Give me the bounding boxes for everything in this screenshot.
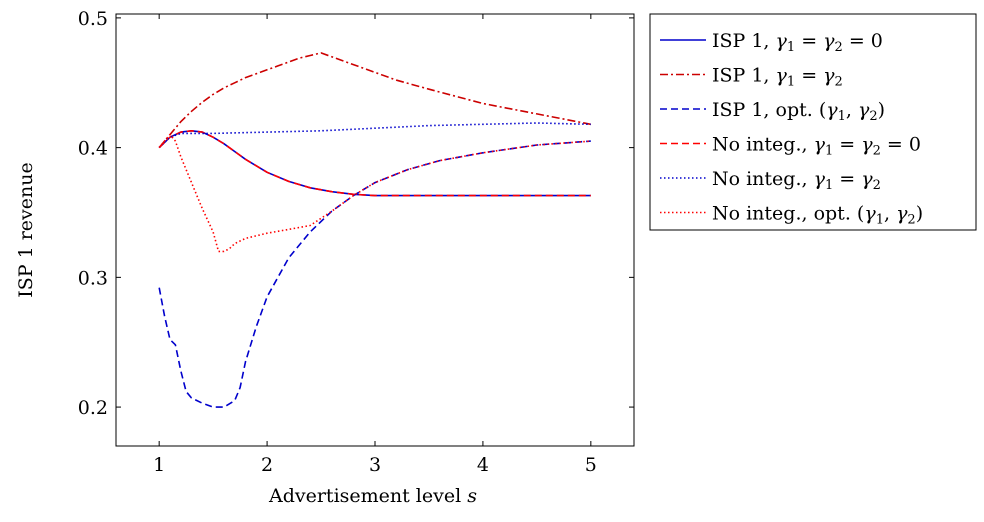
x-axis-label-var: s <box>467 485 477 507</box>
y-tick-label: 0.5 <box>78 8 108 30</box>
series-line-6 <box>158 133 591 253</box>
x-tick-label: 5 <box>585 454 597 476</box>
legend-label-5: No integ., γ1 = γ2 <box>712 168 881 193</box>
legend-label-6: No integ., opt. (γ1, γ2) <box>712 203 923 228</box>
plot-frame <box>115 13 635 447</box>
x-tick-label: 2 <box>261 454 273 476</box>
y-tick-label: 0.2 <box>78 397 108 419</box>
legend-label-2: ISP 1, γ1 = γ2 <box>712 65 843 90</box>
y-tick-label: 0.4 <box>78 138 108 160</box>
series-line-2 <box>158 52 591 149</box>
x-axis-label: Advertisement level s <box>268 485 477 507</box>
y-tick-label: 0.3 <box>78 267 108 289</box>
y-axis-label: ISP 1 revenue <box>15 162 37 298</box>
series-lines <box>158 52 591 408</box>
legend-box <box>649 13 977 231</box>
legend-label-3: ISP 1, opt. (γ1, γ2) <box>712 99 885 124</box>
series-line-5 <box>158 122 591 149</box>
x-tick-label: 1 <box>153 454 165 476</box>
axis-ticks: 1 2 3 4 5 0.2 0.3 0.4 0.5 <box>78 8 634 476</box>
plot-area: 1 2 3 4 5 0.2 0.3 0.4 0.5 <box>78 8 635 476</box>
x-tick-label: 4 <box>477 454 489 476</box>
x-tick-label: 3 <box>369 454 381 476</box>
legend: ISP 1, γ1 = γ2 = 0 ISP 1, γ1 = γ2 ISP 1, o… <box>649 13 977 231</box>
x-axis-label-text: Advertisement level <box>268 485 461 507</box>
series-line-1 <box>158 130 591 197</box>
legend-label-4: No integ., γ1 = γ2 = 0 <box>712 134 921 159</box>
series-line-3 <box>158 140 591 408</box>
series-line-4 <box>158 130 591 197</box>
legend-label-1: ISP 1, γ1 = γ2 = 0 <box>712 30 883 55</box>
